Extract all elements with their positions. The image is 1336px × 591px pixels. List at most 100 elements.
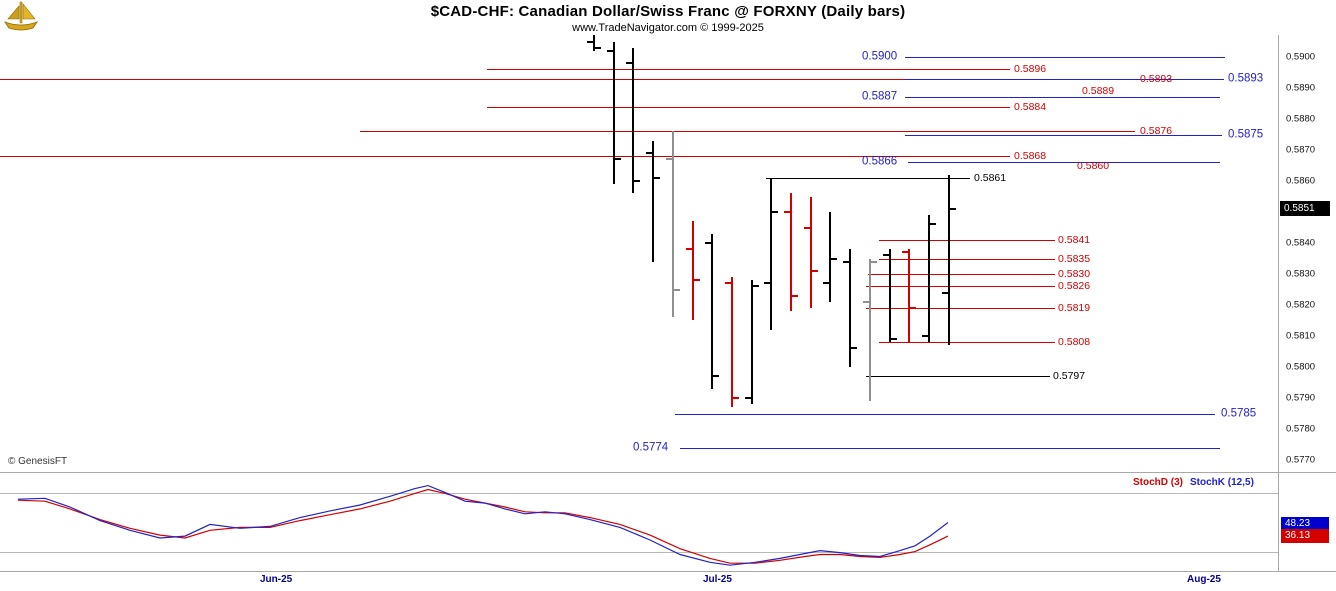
price-level-label: 0.5866: [862, 155, 898, 168]
stoch-gridline: [0, 493, 1278, 495]
support-resistance-line[interactable]: [908, 162, 1220, 164]
price-level-label: 0.5876: [1140, 125, 1173, 138]
ohlc-bar[interactable]: [868, 258, 871, 402]
panel-separator: [0, 472, 1336, 473]
stochd-value-badge: 36.13: [1281, 528, 1329, 543]
ohlc-bar[interactable]: [652, 140, 655, 262]
chart-subtitle: www.TradeNavigator.com © 1999-2025: [572, 22, 764, 34]
ohlc-open-tick: [587, 40, 593, 43]
ohlc-bar[interactable]: [770, 177, 773, 330]
ohlc-bar[interactable]: [632, 47, 635, 194]
trade-navigator-logo-icon[interactable]: [2, 1, 40, 31]
price-level-label: 0.5785: [1221, 406, 1257, 419]
current-price-badge: 0.5851: [1280, 200, 1330, 216]
support-resistance-line[interactable]: [868, 274, 1055, 275]
ohlc-open-tick: [784, 211, 790, 213]
support-resistance-line[interactable]: [905, 78, 1224, 80]
price-level-label: 0.5896: [1014, 63, 1047, 76]
time-axis-separator: [0, 571, 1336, 572]
gold-ship-icon: [3, 1, 39, 31]
ohlc-open-tick: [665, 158, 672, 161]
ohlc-close-tick: [890, 338, 897, 341]
ohlc-close-tick: [811, 269, 818, 272]
support-resistance-line[interactable]: [680, 447, 1220, 449]
price-level-label: 0.5861: [974, 171, 1007, 184]
price-axis-label: 0.5770: [1286, 454, 1316, 466]
price-level-label: 0.5893: [1140, 72, 1173, 85]
ohlc-bar[interactable]: [829, 212, 832, 302]
ohlc-open-tick: [724, 282, 731, 285]
stoch-gridline: [0, 551, 1278, 553]
price-level-label: 0.5868: [1014, 149, 1047, 162]
price-axis-label: 0.5780: [1286, 423, 1316, 435]
ohlc-close-tick: [792, 294, 798, 297]
ohlc-close-tick: [595, 46, 601, 49]
ohlc-bar[interactable]: [730, 277, 733, 408]
price-level-label: 0.5841: [1058, 233, 1091, 246]
ohlc-close-tick: [614, 158, 621, 161]
ohlc-bar[interactable]: [671, 131, 674, 318]
ohlc-bar[interactable]: [888, 249, 891, 343]
price-level-label: 0.5884: [1014, 100, 1047, 113]
ohlc-close-tick: [772, 211, 779, 213]
ohlc-bar[interactable]: [947, 174, 950, 346]
ohlc-close-tick: [929, 223, 936, 226]
price-level-label: 0.5860: [1077, 159, 1110, 172]
support-resistance-line[interactable]: [0, 156, 1010, 158]
support-resistance-line[interactable]: [766, 177, 970, 179]
price-axis-separator: [1278, 35, 1279, 572]
support-resistance-line[interactable]: [879, 258, 1055, 260]
ohlc-open-tick: [941, 291, 948, 294]
ohlc-bar[interactable]: [593, 35, 595, 51]
ohlc-bar[interactable]: [711, 233, 714, 389]
ohlc-open-tick: [902, 251, 909, 254]
ohlc-open-tick: [744, 397, 751, 399]
price-level-label: 0.5835: [1058, 252, 1091, 265]
stochk-label[interactable]: StochK (12,5): [1190, 477, 1254, 488]
ohlc-bar[interactable]: [750, 280, 753, 405]
support-resistance-line[interactable]: [487, 106, 1010, 108]
stochd-label[interactable]: StochD (3): [1133, 477, 1183, 488]
support-resistance-line[interactable]: [866, 308, 1055, 310]
price-axis-label: 0.5840: [1286, 237, 1316, 249]
price-axis-label: 0.5900: [1286, 51, 1316, 63]
price-level-label: 0.5875: [1228, 127, 1264, 140]
copyright-genesisft: © GenesisFT: [8, 456, 68, 467]
ohlc-open-tick: [685, 248, 692, 251]
ohlc-bar[interactable]: [927, 215, 930, 343]
support-resistance-line[interactable]: [905, 134, 1222, 136]
ohlc-open-tick: [843, 260, 850, 263]
support-resistance-line[interactable]: [905, 57, 1225, 58]
ohlc-bar[interactable]: [849, 249, 852, 367]
support-resistance-line[interactable]: [879, 239, 1055, 241]
ohlc-bar[interactable]: [908, 249, 911, 343]
support-resistance-line[interactable]: [487, 69, 1010, 71]
ohlc-bar[interactable]: [809, 196, 812, 309]
support-resistance-line[interactable]: [360, 131, 1135, 133]
ohlc-open-tick: [626, 62, 633, 65]
ohlc-open-tick: [606, 49, 613, 52]
support-resistance-line[interactable]: [866, 286, 1055, 288]
ohlc-bar[interactable]: [612, 41, 615, 185]
support-resistance-line[interactable]: [879, 342, 1055, 344]
support-resistance-line[interactable]: [905, 97, 1220, 99]
support-resistance-line[interactable]: [866, 376, 1050, 378]
price-axis-label: 0.5810: [1286, 330, 1316, 342]
price-level-label: 0.5830: [1058, 267, 1091, 280]
support-resistance-line[interactable]: [0, 78, 1135, 80]
stochk-value-badge: 48.23: [1281, 517, 1329, 532]
price-level-label: 0.5808: [1058, 335, 1091, 348]
support-resistance-line[interactable]: [675, 413, 1215, 415]
price-axis[interactable]: 0.5900 0.5890 0.5880 0.5870 0.5860 0.5840 0.58…: [1278, 0, 1336, 591]
price-axis-label: 0.5830: [1286, 268, 1316, 280]
ohlc-close-tick: [654, 176, 661, 179]
ohlc-close-tick: [831, 257, 838, 260]
ohlc-bar[interactable]: [691, 221, 694, 321]
ohlc-close-tick: [634, 180, 641, 182]
ohlc-open-tick: [705, 242, 712, 244]
price-level-label: 0.5893: [1228, 71, 1264, 84]
ohlc-bar[interactable]: [790, 193, 792, 312]
ohlc-close-tick: [752, 285, 759, 288]
